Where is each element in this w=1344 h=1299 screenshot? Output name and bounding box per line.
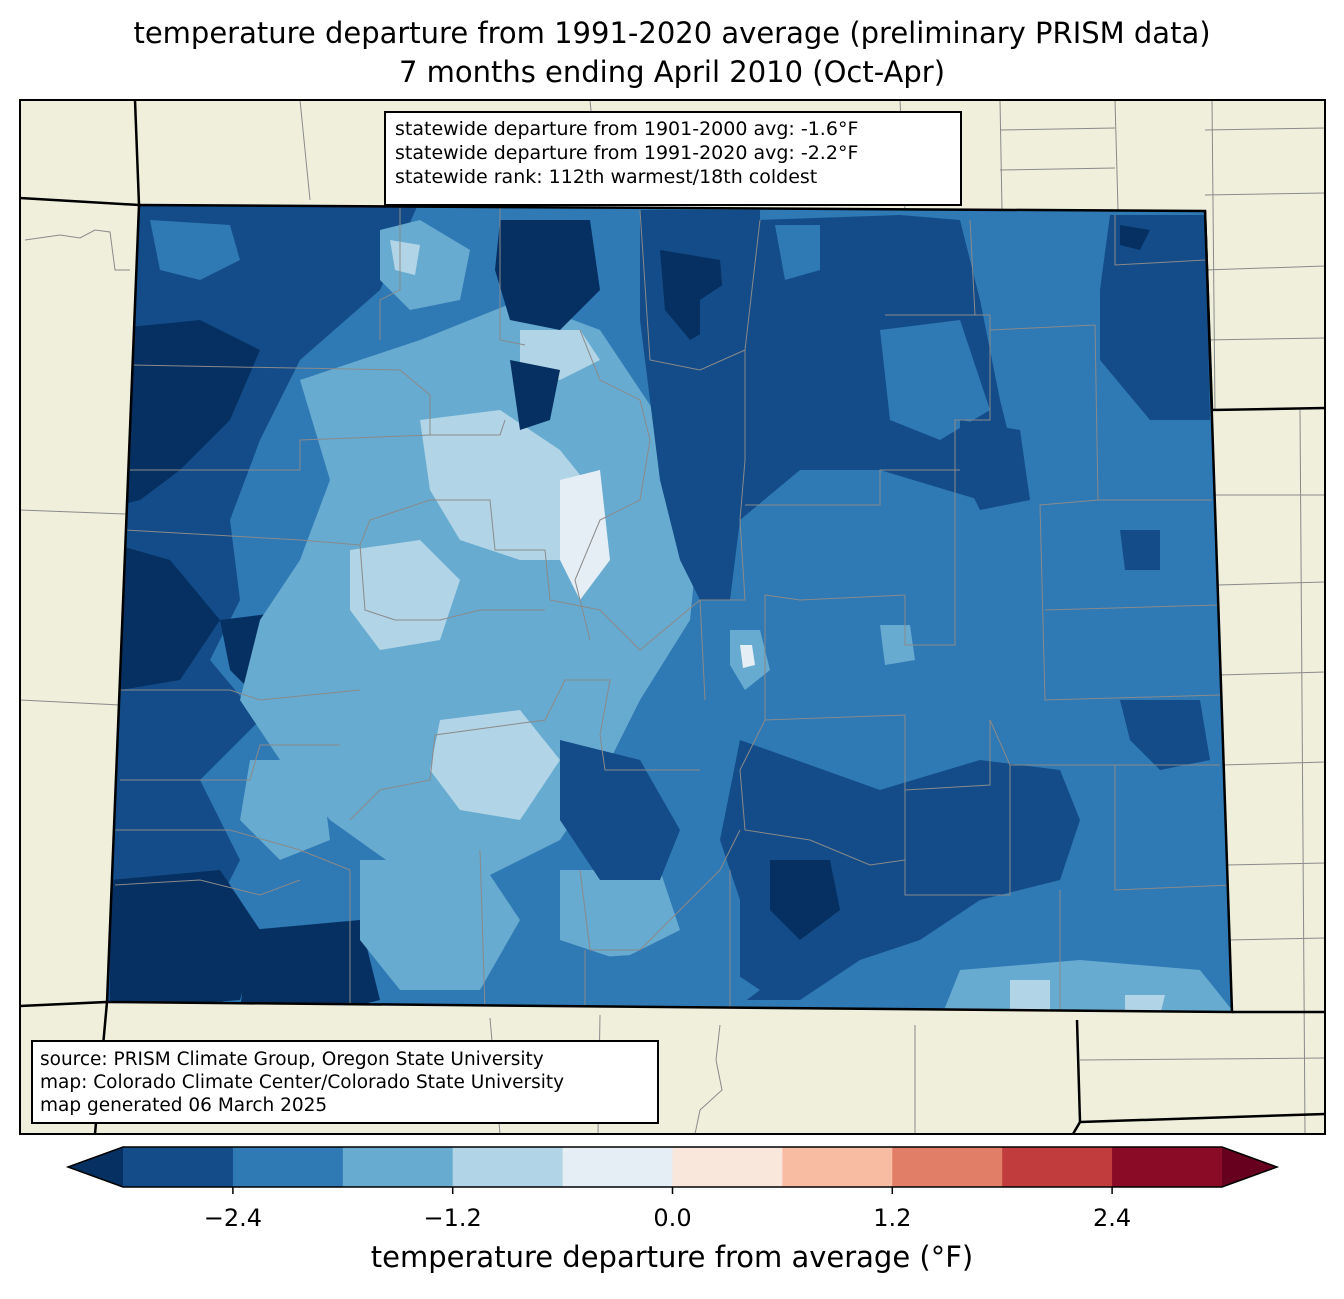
colorbar-bin (452, 1147, 564, 1187)
temperature-field (107, 205, 1232, 1012)
colorbar-tick-label: −2.4 (203, 1204, 263, 1232)
colorbar (65, 1146, 1280, 1194)
colorbar-bin (782, 1147, 893, 1187)
source-line-prism: source: PRISM Climate Group, Oregon Stat… (40, 1049, 544, 1070)
colorbar-bin (232, 1147, 344, 1187)
colorado-border (105, 203, 1234, 1014)
colorbar-extend-high (1222, 1147, 1277, 1187)
colorbar-bin (562, 1147, 673, 1187)
map-frame (19, 99, 1326, 1135)
map-title: temperature departure from 1991-2020 ave… (133, 16, 1211, 50)
stats-line-1901-2000: statewide departure from 1901-2000 avg: … (395, 118, 859, 140)
colorbar-outline (65, 1146, 1280, 1188)
colorbar-bin (123, 1147, 234, 1187)
source-line-generated: map generated 06 March 2025 (40, 1095, 328, 1116)
colorbar-bin (1002, 1147, 1113, 1187)
colorbar-tick-label: 0.0 (653, 1204, 692, 1232)
colorbar-bin (1112, 1147, 1223, 1187)
colorbar-bin (672, 1147, 783, 1187)
colorbar-tick-label: 1.2 (873, 1204, 912, 1232)
colorbar-bin (892, 1147, 1003, 1187)
colorbar-label: temperature departure from average (°F) (370, 1240, 974, 1274)
stats-line-rank: statewide rank: 112th warmest/18th colde… (395, 166, 818, 188)
colorbar-bin (342, 1147, 454, 1187)
map-subtitle: 7 months ending April 2010 (Oct-Apr) (398, 55, 946, 89)
colorado-county-lines (114, 205, 1231, 1012)
statewide-stats-box: statewide departure from 1901-2000 avg: … (384, 111, 962, 206)
colorbar-extend-low (68, 1147, 123, 1187)
stats-line-1991-2020: statewide departure from 1991-2020 avg: … (395, 142, 859, 164)
colorbar-tick-label: −1.2 (423, 1204, 482, 1232)
colorbar-tick-label: 2.4 (1093, 1204, 1132, 1232)
source-box: source: PRISM Climate Group, Oregon Stat… (31, 1040, 659, 1124)
source-line-map: map: Colorado Climate Center/Colorado St… (40, 1072, 565, 1093)
